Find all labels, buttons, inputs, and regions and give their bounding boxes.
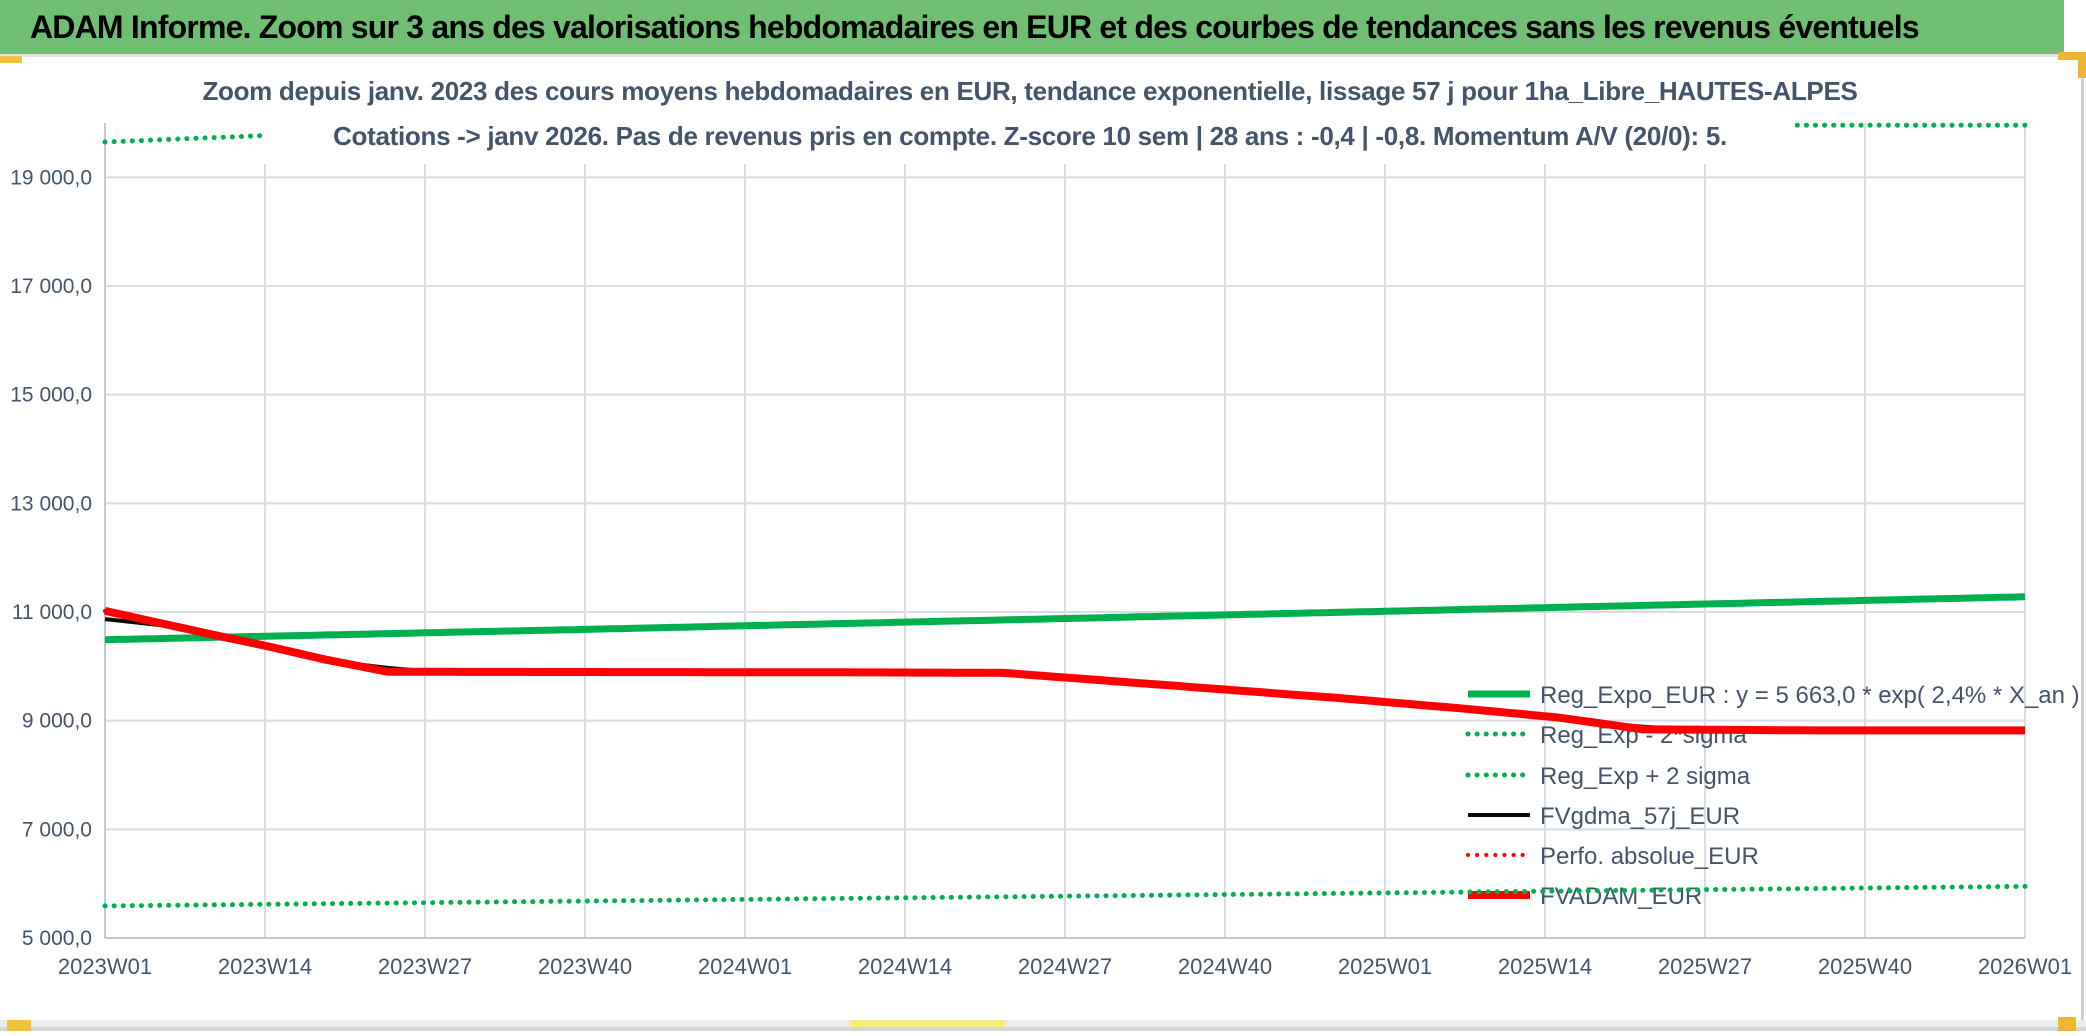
header-title: ADAM Informe. Zoom sur 3 ans des valoris… <box>30 8 1920 45</box>
series-line-reg-exp-2-sigma <box>102 883 2028 909</box>
gold-accent-bottom-left <box>7 1020 31 1031</box>
chart-title-line1: Zoom depuis janv. 2023 des cours moyens … <box>202 76 1857 106</box>
legend-label: Reg_Exp + 2 sigma <box>1540 763 1751 790</box>
y-tick-label: 9 000,0 <box>22 710 92 733</box>
y-axis-labels: 5 000,0 7 000,0 9 000,0 11 000,0 13 000,0 15 … <box>10 166 92 950</box>
x-tick-label: 2023W40 <box>538 954 632 979</box>
chart-title-line2: Cotations -> janv 2026. Pas de revenus p… <box>333 121 1727 151</box>
y-tick-label: 11 000,0 <box>12 601 92 624</box>
grid-layer <box>104 123 2026 939</box>
bottom-strip-highlight <box>850 1020 1005 1027</box>
x-tick-label: 2025W40 <box>1818 954 1912 979</box>
header-bar: ADAM Informe. Zoom sur 3 ans des valoris… <box>0 0 2064 54</box>
legend-item: Reg_Exp + 2 sigma <box>1465 763 1751 790</box>
gold-accent-left <box>0 56 22 63</box>
x-tick-label: 2025W27 <box>1658 954 1752 979</box>
x-axis-labels: 2023W01 2023W14 2023W27 2023W40 2024W01 2024W… <box>58 954 2072 979</box>
x-tick-label: 2024W40 <box>1178 954 1272 979</box>
y-tick-label: 17 000,0 <box>10 275 92 298</box>
series-line-fvadam-eur <box>104 606 2025 735</box>
y-tick-label: 15 000,0 <box>10 384 92 407</box>
x-tick-label: 2024W27 <box>1018 954 1112 979</box>
chart-legend: Reg_Expo_EUR : y = 5 663,0 * exp( 2,4% *… <box>1465 682 2080 910</box>
y-tick-label: 19 000,0 <box>10 166 92 189</box>
x-tick-label: 2024W01 <box>698 954 792 979</box>
legend-item: Reg_Expo_EUR : y = 5 663,0 * exp( 2,4% *… <box>1468 682 2080 709</box>
legend-label: FVADAM_EUR <box>1540 883 1702 910</box>
x-tick-label: 2025W01 <box>1338 954 1432 979</box>
y-tick-label: 7 000,0 <box>22 818 92 841</box>
series-line-reg-expo-eur-y-5-663-0-exp-2-4-x-an- <box>104 593 2026 644</box>
legend-label: Perfo. absolue_EUR <box>1540 843 1759 870</box>
x-tick-label: 2025W14 <box>1498 954 1592 979</box>
legend-item: FVgdma_57j_EUR <box>1468 803 1740 830</box>
gold-accent-top-right-h <box>2058 52 2086 60</box>
y-tick-label: 5 000,0 <box>22 927 92 950</box>
gold-accent-bottom-right <box>2058 1017 2076 1031</box>
sheet-bottom-edge <box>0 1027 2086 1031</box>
sheet-right-edge <box>2081 78 2084 1020</box>
y-tick-label: 13 000,0 <box>10 492 92 515</box>
legend-label: Reg_Expo_EUR : y = 5 663,0 * exp( 2,4% *… <box>1540 682 2080 709</box>
legend-item: FVADAM_EUR <box>1468 883 1702 910</box>
bottom-scroll-strip[interactable] <box>0 1020 2086 1027</box>
chart-title-block: Zoom depuis janv. 2023 des cours moyens … <box>202 68 1858 164</box>
x-tick-label: 2024W14 <box>858 954 952 979</box>
x-tick-label: 2026W01 <box>1978 954 2072 979</box>
x-tick-label: 2023W27 <box>378 954 472 979</box>
header-divider <box>0 54 2064 57</box>
gold-accent-top-right-v <box>2078 52 2086 78</box>
legend-label: FVgdma_57j_EUR <box>1540 803 1740 830</box>
x-tick-label: 2023W01 <box>58 954 152 979</box>
x-tick-label: 2023W14 <box>218 954 312 979</box>
title-background <box>263 68 1795 164</box>
legend-item: Perfo. absolue_EUR <box>1466 843 1759 870</box>
